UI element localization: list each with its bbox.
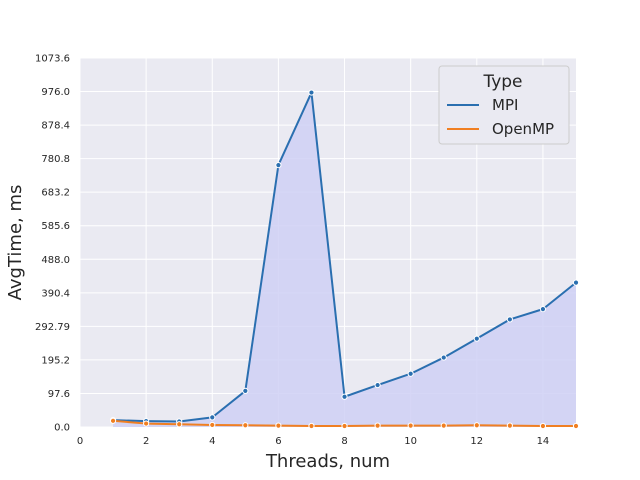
y-axis-label: AvgTime, ms xyxy=(5,185,26,301)
openmp-point xyxy=(308,422,315,430)
openmp-point xyxy=(539,422,547,430)
fill-layer xyxy=(113,92,577,427)
y-tick-label: 585.6 xyxy=(41,221,70,232)
x-tick-label: 2 xyxy=(143,436,149,447)
mpi-point xyxy=(308,89,315,96)
y-tick-label: 683.2 xyxy=(41,188,70,199)
y-tick-label: 390.4 xyxy=(41,288,70,299)
openmp-point xyxy=(275,422,282,429)
openmp-point xyxy=(109,417,117,424)
mpi-area xyxy=(113,92,577,427)
mpi-point xyxy=(572,279,580,286)
y-tick-label: 1073.6 xyxy=(35,54,70,65)
series-layer xyxy=(109,89,580,430)
openmp-point xyxy=(572,422,580,430)
x-tick-label: 14 xyxy=(537,436,550,447)
mpi-point xyxy=(341,393,348,400)
x-tick-label: 6 xyxy=(275,436,281,447)
mpi-point xyxy=(506,316,513,323)
y-tick-label: 97.6 xyxy=(48,389,70,400)
x-tick-label: 4 xyxy=(209,436,215,447)
y-tick-label: 780.8 xyxy=(41,154,70,165)
y-tick-label: 488.0 xyxy=(41,255,70,266)
openmp-point xyxy=(374,422,381,429)
legend-label-mpi: MPI xyxy=(492,96,518,114)
y-tick-label: 195.2 xyxy=(41,355,70,366)
mpi-point xyxy=(242,387,249,395)
x-tick-label: 10 xyxy=(404,436,417,447)
mpi-point xyxy=(209,414,216,421)
openmp-point xyxy=(341,422,348,430)
mpi-point xyxy=(539,306,547,313)
legend-label-openmp: OpenMP xyxy=(492,120,554,138)
openmp-point xyxy=(143,420,150,427)
openmp-point xyxy=(242,422,249,429)
y-tick-label: 292.79 xyxy=(35,322,70,333)
legend: Type MPI OpenMP xyxy=(438,65,570,145)
ticks-layer: 0 2 4 6 8 10 12 14 0.0 97.6 195.2 292.79 390.4 488.0 5… xyxy=(35,54,549,448)
openmp-point xyxy=(407,422,414,429)
x-axis-label: Threads, num xyxy=(265,451,390,472)
openmp-point xyxy=(209,421,216,429)
mpi-point xyxy=(407,370,414,377)
y-tick-label: 976.0 xyxy=(41,87,70,98)
legend-box xyxy=(438,65,570,145)
mpi-point xyxy=(440,354,447,361)
openmp-point xyxy=(440,422,447,429)
x-tick-label: 0 xyxy=(77,436,83,447)
mpi-point xyxy=(374,381,381,389)
openmp-point xyxy=(506,422,513,429)
openmp-point xyxy=(176,421,183,428)
y-tick-label: 878.4 xyxy=(41,121,70,132)
mpi-point xyxy=(473,335,480,342)
mpi-point xyxy=(275,161,282,169)
x-tick-label: 8 xyxy=(341,436,347,447)
x-tick-label: 12 xyxy=(470,436,483,447)
legend-title: Type xyxy=(482,72,522,92)
y-tick-label: 0.0 xyxy=(54,423,70,434)
openmp-point xyxy=(473,422,480,429)
